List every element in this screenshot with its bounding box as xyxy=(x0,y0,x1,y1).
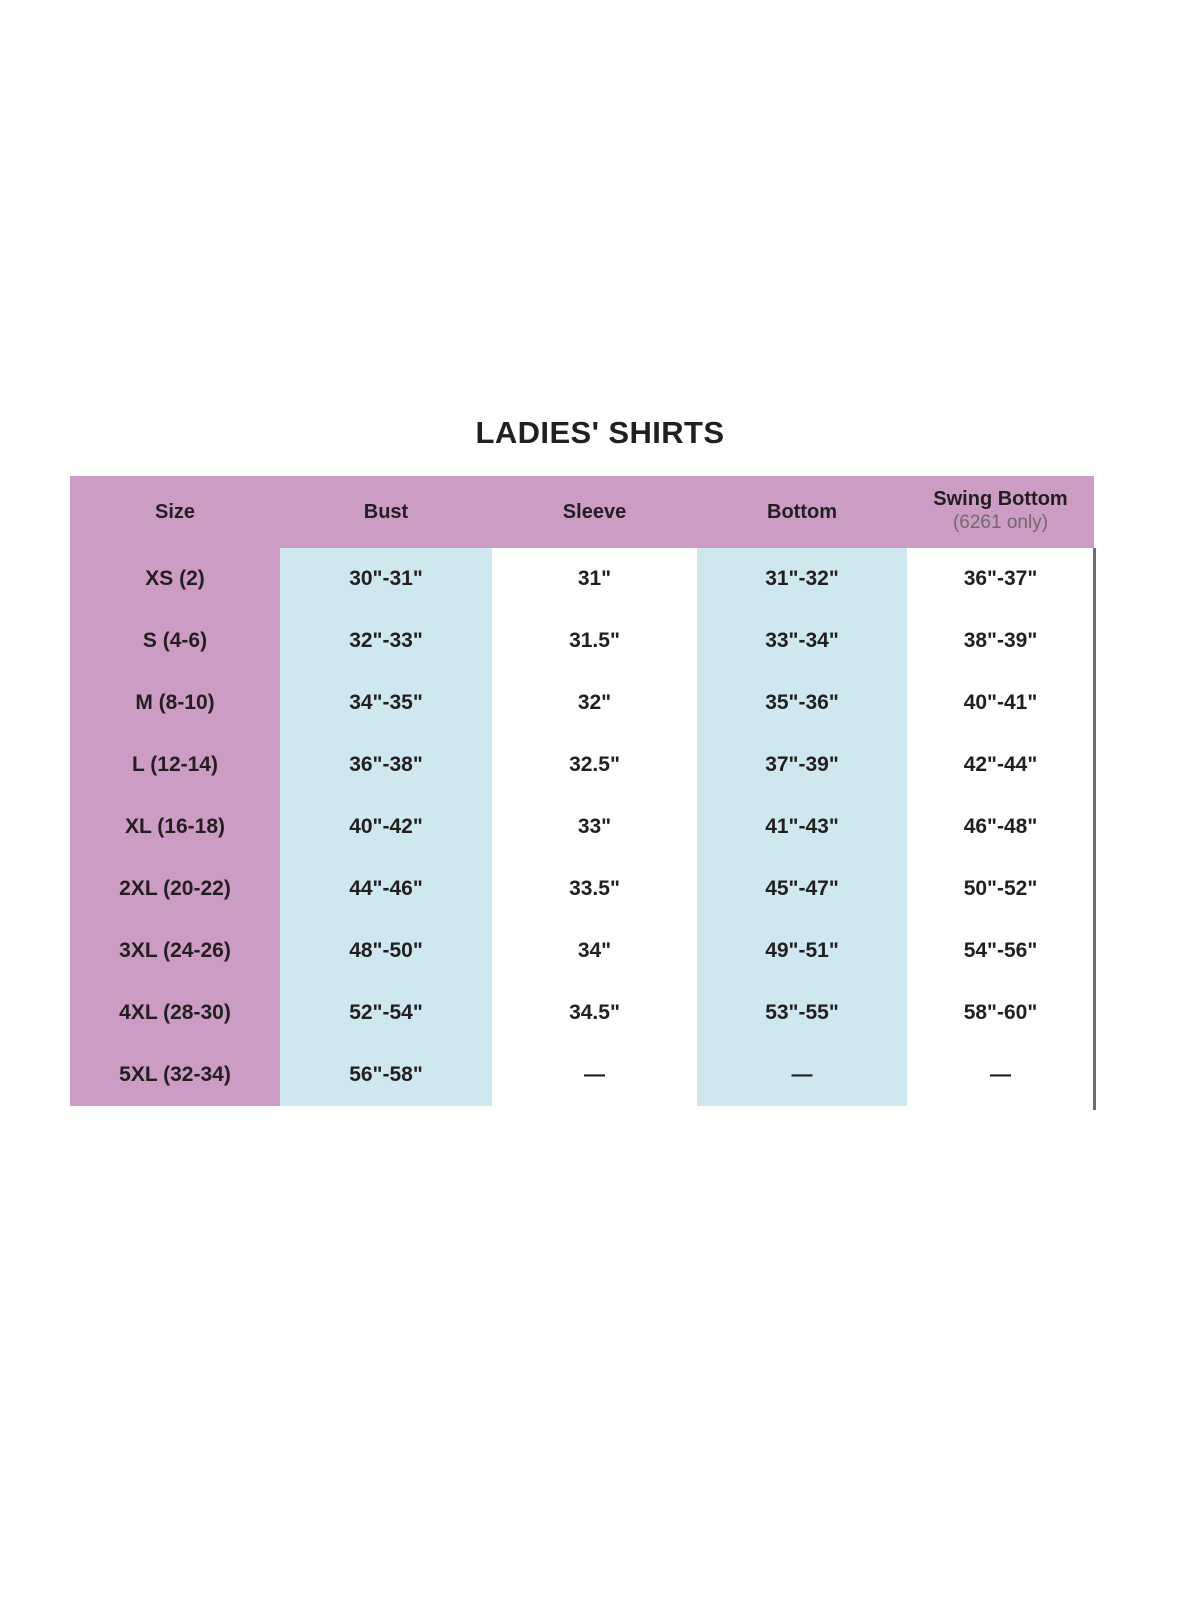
table-row: 4XL (28-30) 52"-54" 34.5" 53"-55" 58"-60" xyxy=(70,982,1094,1044)
cell-bottom: — xyxy=(697,1044,907,1106)
table-row: 2XL (20-22) 44"-46" 33.5" 45"-47" 50"-52" xyxy=(70,858,1094,920)
column-header-sublabel-swing: (6261 only) xyxy=(952,512,1049,534)
column-header-swing: Swing Bottom (6261 only) xyxy=(907,476,1094,548)
table-body: XS (2) 30"-31" 31" 31"-32" 36"-37" S (4-6) 32"… xyxy=(70,548,1094,1106)
cell-bottom: 41"-43" xyxy=(697,796,907,858)
cell-bust: 32"-33" xyxy=(280,610,492,672)
cell-bottom: 31"-32" xyxy=(697,548,907,610)
column-header-label-bottom: Bottom xyxy=(767,500,837,523)
cell-bust: 34"-35" xyxy=(280,672,492,734)
table-row: XS (2) 30"-31" 31" 31"-32" 36"-37" xyxy=(70,548,1094,610)
table-header-row: Size Bust Sleeve Bottom Swing Bottom (6261 on… xyxy=(70,476,1094,548)
column-header-label-sleeve: Sleeve xyxy=(562,500,627,523)
cell-sleeve: 33.5" xyxy=(492,858,697,920)
table-header: Size Bust Sleeve Bottom Swing Bottom (6261 on… xyxy=(70,476,1094,548)
column-header-bust: Bust xyxy=(280,476,492,548)
cell-swing: 36"-37" xyxy=(907,548,1094,610)
table-row: 5XL (32-34) 56"-58" — — — xyxy=(70,1044,1094,1106)
row-size-label: 4XL (28-30) xyxy=(70,982,280,1044)
table-row: 3XL (24-26) 48"-50" 34" 49"-51" 54"-56" xyxy=(70,920,1094,982)
cell-sleeve: — xyxy=(492,1044,697,1106)
cell-bottom: 37"-39" xyxy=(697,734,907,796)
cell-swing: 42"-44" xyxy=(907,734,1094,796)
cell-swing: 40"-41" xyxy=(907,672,1094,734)
cell-bottom: 33"-34" xyxy=(697,610,907,672)
cell-swing: — xyxy=(907,1044,1094,1106)
row-size-label: S (4-6) xyxy=(70,610,280,672)
cell-sleeve: 34.5" xyxy=(492,982,697,1044)
row-size-label: 5XL (32-34) xyxy=(70,1044,280,1106)
column-header-bottom: Bottom xyxy=(697,476,907,548)
row-size-label: L (12-14) xyxy=(70,734,280,796)
column-header-size: Size xyxy=(70,476,280,548)
cell-bottom: 45"-47" xyxy=(697,858,907,920)
column-header-label-bust: Bust xyxy=(363,500,409,523)
row-size-label: 2XL (20-22) xyxy=(70,858,280,920)
table-row: L (12-14) 36"-38" 32.5" 37"-39" 42"-44" xyxy=(70,734,1094,796)
cell-swing: 54"-56" xyxy=(907,920,1094,982)
column-header-label-size: Size xyxy=(154,500,196,523)
cell-sleeve: 31.5" xyxy=(492,610,697,672)
cell-bust: 40"-42" xyxy=(280,796,492,858)
cell-bust: 48"-50" xyxy=(280,920,492,982)
cell-swing: 38"-39" xyxy=(907,610,1094,672)
cell-sleeve: 33" xyxy=(492,796,697,858)
cell-bust: 36"-38" xyxy=(280,734,492,796)
row-size-label: XL (16-18) xyxy=(70,796,280,858)
row-size-label: XS (2) xyxy=(70,548,280,610)
row-size-label: M (8-10) xyxy=(70,672,280,734)
table-row: M (8-10) 34"-35" 32" 35"-36" 40"-41" xyxy=(70,672,1094,734)
cell-sleeve: 32.5" xyxy=(492,734,697,796)
cell-swing: 46"-48" xyxy=(907,796,1094,858)
row-size-label: 3XL (24-26) xyxy=(70,920,280,982)
cell-bottom: 53"-55" xyxy=(697,982,907,1044)
size-chart-table: Size Bust Sleeve Bottom Swing Bottom (6261 on… xyxy=(70,476,1094,1106)
column-header-label-swing: Swing Bottom xyxy=(933,488,1068,511)
cell-sleeve: 32" xyxy=(492,672,697,734)
cell-sleeve: 31" xyxy=(492,548,697,610)
table-row: XL (16-18) 40"-42" 33" 41"-43" 46"-48" xyxy=(70,796,1094,858)
cell-bust: 30"-31" xyxy=(280,548,492,610)
cell-bottom: 35"-36" xyxy=(697,672,907,734)
table-right-rule xyxy=(1093,548,1096,1110)
cell-bottom: 49"-51" xyxy=(697,920,907,982)
cell-sleeve: 34" xyxy=(492,920,697,982)
cell-swing: 50"-52" xyxy=(907,858,1094,920)
page-title: LADIES' SHIRTS xyxy=(475,415,725,450)
column-header-sleeve: Sleeve xyxy=(492,476,697,548)
cell-bust: 56"-58" xyxy=(280,1044,492,1106)
table-row: S (4-6) 32"-33" 31.5" 33"-34" 38"-39" xyxy=(70,610,1094,672)
cell-swing: 58"-60" xyxy=(907,982,1094,1044)
cell-bust: 52"-54" xyxy=(280,982,492,1044)
cell-bust: 44"-46" xyxy=(280,858,492,920)
